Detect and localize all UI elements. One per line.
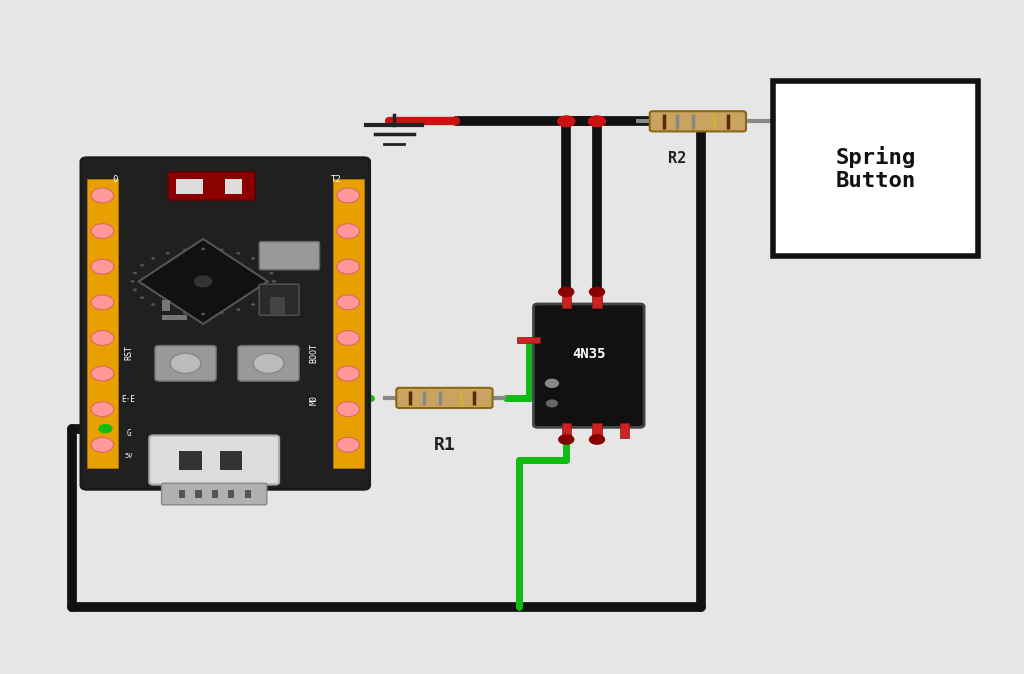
- Bar: [87, 179, 118, 468]
- Circle shape: [262, 264, 266, 266]
- FancyBboxPatch shape: [150, 435, 280, 485]
- Circle shape: [269, 272, 273, 274]
- Bar: [228, 490, 234, 498]
- Bar: [196, 490, 202, 498]
- Bar: [179, 451, 202, 470]
- Circle shape: [545, 379, 559, 388]
- Circle shape: [337, 224, 359, 239]
- Circle shape: [588, 115, 606, 127]
- FancyBboxPatch shape: [534, 304, 644, 427]
- Circle shape: [91, 402, 114, 417]
- Circle shape: [262, 297, 266, 299]
- FancyBboxPatch shape: [259, 241, 319, 270]
- Circle shape: [271, 280, 275, 283]
- Circle shape: [194, 276, 212, 288]
- Polygon shape: [138, 239, 267, 324]
- Circle shape: [152, 257, 156, 259]
- Circle shape: [337, 330, 359, 345]
- FancyBboxPatch shape: [259, 284, 299, 315]
- Circle shape: [251, 303, 255, 306]
- Bar: [220, 451, 243, 470]
- Circle shape: [183, 311, 187, 314]
- Circle shape: [337, 259, 359, 274]
- Circle shape: [140, 264, 144, 266]
- Circle shape: [237, 308, 241, 311]
- Text: R2: R2: [669, 151, 686, 166]
- Circle shape: [557, 115, 575, 127]
- Circle shape: [183, 249, 187, 251]
- Circle shape: [337, 437, 359, 452]
- Bar: [179, 490, 185, 498]
- Text: BOOT: BOOT: [309, 342, 318, 363]
- Circle shape: [546, 399, 558, 407]
- Text: E·E: E·E: [122, 395, 135, 404]
- Bar: [245, 490, 251, 498]
- Circle shape: [237, 252, 241, 255]
- Bar: [162, 301, 170, 311]
- Circle shape: [133, 288, 137, 291]
- Circle shape: [91, 437, 114, 452]
- Text: Spring
Button: Spring Button: [836, 146, 915, 191]
- Text: RST: RST: [124, 345, 133, 360]
- Circle shape: [201, 313, 205, 315]
- Circle shape: [589, 286, 605, 297]
- Circle shape: [269, 288, 273, 291]
- Bar: [175, 179, 203, 194]
- Circle shape: [133, 272, 137, 274]
- Circle shape: [589, 434, 605, 445]
- FancyBboxPatch shape: [155, 346, 216, 381]
- Circle shape: [166, 308, 170, 311]
- Bar: [225, 179, 242, 194]
- Circle shape: [337, 366, 359, 381]
- Text: 0: 0: [112, 175, 118, 184]
- Circle shape: [91, 330, 114, 345]
- Bar: [562, 293, 571, 308]
- Circle shape: [91, 224, 114, 239]
- Circle shape: [201, 247, 205, 250]
- FancyBboxPatch shape: [168, 172, 255, 200]
- Circle shape: [91, 366, 114, 381]
- Circle shape: [166, 252, 170, 255]
- Circle shape: [253, 353, 284, 373]
- Text: M0: M0: [309, 394, 318, 404]
- FancyBboxPatch shape: [81, 158, 370, 489]
- Circle shape: [337, 402, 359, 417]
- FancyBboxPatch shape: [649, 111, 745, 131]
- FancyBboxPatch shape: [396, 388, 493, 408]
- Circle shape: [558, 434, 574, 445]
- Text: T2: T2: [331, 175, 341, 184]
- Circle shape: [91, 295, 114, 310]
- Bar: [517, 336, 540, 342]
- Circle shape: [98, 424, 113, 433]
- Bar: [592, 423, 602, 438]
- Circle shape: [219, 311, 223, 314]
- Bar: [269, 297, 285, 314]
- Text: G: G: [126, 429, 131, 438]
- Circle shape: [140, 297, 144, 299]
- FancyBboxPatch shape: [162, 483, 267, 505]
- Circle shape: [91, 188, 114, 203]
- Text: R1: R1: [433, 436, 456, 454]
- Circle shape: [152, 303, 156, 306]
- Bar: [333, 179, 364, 468]
- Bar: [212, 490, 218, 498]
- Circle shape: [219, 249, 223, 251]
- Bar: [621, 423, 629, 438]
- Bar: [592, 293, 602, 308]
- Bar: [162, 315, 187, 320]
- Circle shape: [170, 353, 201, 373]
- FancyBboxPatch shape: [773, 81, 978, 256]
- Text: 5V: 5V: [124, 453, 133, 459]
- Bar: [562, 423, 571, 438]
- Circle shape: [130, 280, 134, 283]
- FancyBboxPatch shape: [238, 346, 299, 381]
- Circle shape: [337, 188, 359, 203]
- Circle shape: [91, 259, 114, 274]
- Circle shape: [337, 295, 359, 310]
- Text: 4N35: 4N35: [572, 347, 605, 361]
- Circle shape: [558, 286, 574, 297]
- Circle shape: [251, 257, 255, 259]
